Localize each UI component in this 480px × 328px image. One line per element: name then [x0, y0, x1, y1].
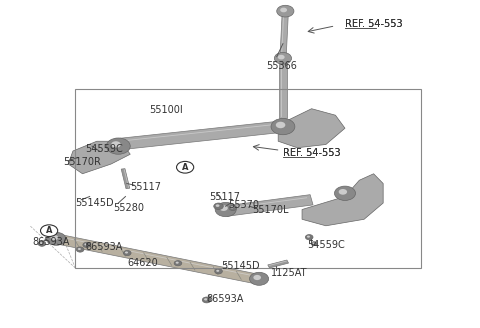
- Circle shape: [47, 232, 66, 245]
- Circle shape: [214, 203, 223, 210]
- Text: A: A: [46, 226, 52, 235]
- Circle shape: [174, 260, 182, 266]
- Polygon shape: [54, 234, 261, 284]
- Circle shape: [50, 235, 58, 240]
- Text: REF. 54-553: REF. 54-553: [283, 148, 341, 158]
- Circle shape: [125, 252, 128, 254]
- Text: 55170L: 55170L: [252, 205, 288, 215]
- Circle shape: [230, 206, 234, 208]
- Circle shape: [202, 297, 211, 303]
- Polygon shape: [121, 169, 130, 189]
- Circle shape: [204, 298, 207, 300]
- Polygon shape: [278, 109, 345, 148]
- Circle shape: [277, 5, 294, 17]
- Circle shape: [250, 272, 269, 285]
- Text: 64620: 64620: [128, 258, 158, 268]
- Text: REF. 54-553: REF. 54-553: [345, 19, 403, 29]
- Circle shape: [40, 225, 58, 236]
- Text: 55117: 55117: [130, 182, 161, 192]
- Text: REF. 54-553: REF. 54-553: [345, 19, 403, 29]
- Circle shape: [84, 243, 87, 245]
- Circle shape: [312, 242, 314, 244]
- Circle shape: [215, 269, 222, 274]
- Text: 55100I: 55100I: [149, 105, 183, 115]
- Text: 55280: 55280: [114, 203, 144, 213]
- Polygon shape: [280, 11, 288, 60]
- Circle shape: [278, 55, 285, 59]
- Text: 55370: 55370: [228, 200, 259, 210]
- Circle shape: [215, 202, 236, 217]
- Circle shape: [216, 204, 219, 207]
- Circle shape: [280, 8, 287, 12]
- Circle shape: [311, 242, 317, 246]
- Text: 55145D: 55145D: [221, 261, 260, 272]
- Polygon shape: [224, 195, 313, 216]
- Circle shape: [107, 138, 130, 154]
- Circle shape: [219, 205, 228, 211]
- Circle shape: [305, 235, 313, 240]
- Circle shape: [307, 236, 310, 238]
- Circle shape: [275, 52, 291, 64]
- Text: 55170R: 55170R: [63, 157, 101, 167]
- Circle shape: [276, 122, 285, 128]
- Circle shape: [78, 248, 81, 250]
- Text: 55117: 55117: [209, 192, 240, 201]
- Circle shape: [40, 242, 43, 244]
- Circle shape: [253, 275, 261, 280]
- Text: 86593A: 86593A: [85, 242, 122, 252]
- Circle shape: [111, 141, 120, 148]
- Polygon shape: [268, 260, 288, 268]
- Circle shape: [123, 250, 131, 256]
- Text: 86593A: 86593A: [33, 237, 70, 247]
- Text: A: A: [182, 163, 188, 172]
- Circle shape: [177, 161, 194, 173]
- Text: 54559C: 54559C: [307, 240, 345, 250]
- Circle shape: [76, 247, 84, 252]
- Text: 55145D: 55145D: [75, 198, 114, 208]
- Circle shape: [271, 118, 295, 135]
- Text: 54559C: 54559C: [85, 144, 123, 154]
- Bar: [75, 89, 421, 268]
- Polygon shape: [302, 174, 383, 226]
- Polygon shape: [68, 141, 130, 174]
- Text: 1125AT: 1125AT: [271, 268, 308, 278]
- Circle shape: [176, 262, 179, 264]
- Text: 55366: 55366: [266, 61, 297, 72]
- Text: 86593A: 86593A: [206, 294, 244, 304]
- Circle shape: [335, 186, 356, 200]
- Circle shape: [229, 205, 237, 211]
- Polygon shape: [279, 60, 287, 118]
- Polygon shape: [115, 119, 299, 150]
- Circle shape: [339, 189, 347, 195]
- Text: REF. 54-553: REF. 54-553: [283, 148, 341, 158]
- Circle shape: [216, 270, 219, 272]
- Circle shape: [83, 242, 91, 248]
- Circle shape: [38, 241, 46, 246]
